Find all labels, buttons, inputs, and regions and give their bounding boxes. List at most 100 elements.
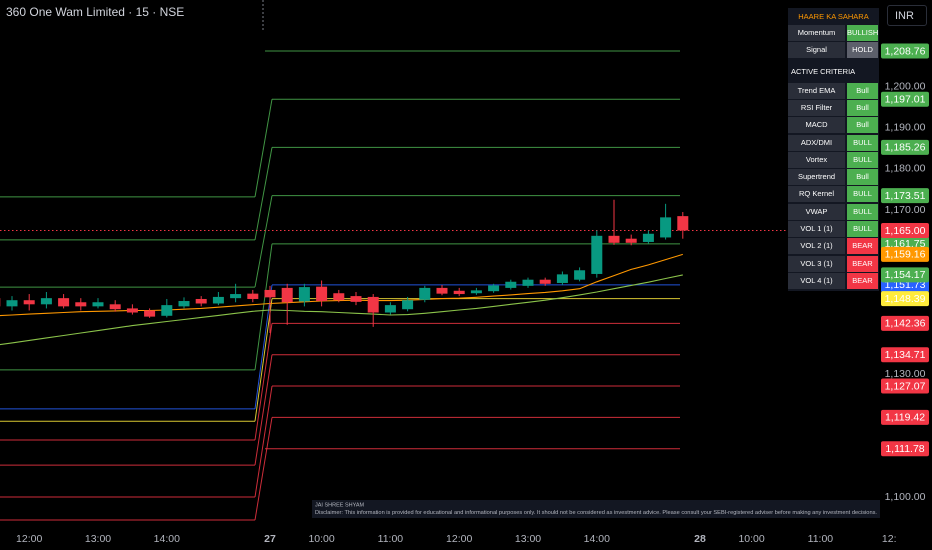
x-tick-label: 10:00: [738, 533, 764, 545]
row-label: Supertrend: [788, 169, 845, 186]
panel-row: MACD Bull: [788, 117, 879, 134]
candle-body: [40, 298, 52, 305]
row-status: HOLD: [847, 42, 878, 59]
x-tick-label: 11:00: [378, 533, 404, 545]
price-label-bg: [881, 409, 929, 425]
panel-row: RQ Kernel BULL: [788, 186, 879, 203]
price-label-bg: [881, 188, 929, 204]
candle-body: [75, 302, 87, 307]
row-label: ADX/DMI: [788, 134, 845, 151]
x-tick-label: 12:00: [446, 533, 472, 545]
price-label-bg: [881, 378, 929, 394]
panel-row: ADX/DMI BULL: [788, 134, 879, 151]
candle-body: [436, 287, 448, 294]
candle-body: [333, 293, 345, 301]
panel-title: HAARE KA SAHARA: [798, 12, 869, 21]
panel-row: VOL 2 (1) BEAR: [788, 238, 879, 255]
y-tick-label: 1,190.00: [885, 122, 926, 134]
row-status: BEAR: [847, 238, 878, 255]
y-tick-label: 1,130.00: [885, 368, 926, 380]
level-step: [254, 417, 273, 521]
row-label: VOL 2 (1): [788, 238, 845, 255]
candle-body: [298, 287, 310, 302]
x-tick-label: 14:00: [584, 533, 610, 545]
candle-body: [247, 293, 259, 299]
criteria-panel: HAARE KA SAHARA Momentum BULLISH Signal HOLD…: [788, 8, 879, 292]
row-label: RQ Kernel: [788, 186, 845, 203]
row-status: BEAR: [847, 255, 878, 272]
y-tick-label: 1,170.00: [885, 204, 926, 216]
row-status: BEAR: [847, 272, 878, 289]
price-label: 1,127.07: [885, 380, 926, 392]
level-step: [254, 99, 273, 197]
price-label: 1,208.76: [885, 45, 926, 57]
candle-body: [642, 233, 654, 242]
panel-row: Vortex BULL: [788, 151, 879, 168]
candle-body: [58, 298, 70, 307]
candle-body: [419, 287, 431, 300]
row-label: VOL 4 (1): [788, 272, 845, 289]
x-tick-label: 12:00: [16, 533, 42, 545]
candle-body: [539, 279, 551, 284]
candle-body: [316, 286, 328, 302]
candle-body: [109, 304, 121, 310]
price-label-bg: [881, 291, 929, 307]
row-label: MACD: [788, 117, 845, 134]
price-label: 1,159.16: [885, 249, 926, 261]
price-label: 1,148.39: [885, 293, 926, 305]
level-step: [254, 195, 273, 288]
row-label: Momentum: [788, 25, 845, 41]
currency-button[interactable]: INR: [887, 5, 927, 26]
row-status: BULL: [847, 186, 878, 203]
price-label-bg: [881, 222, 929, 238]
row-label: VOL 3 (1): [788, 255, 845, 272]
candle-body: [574, 270, 586, 280]
level-step: [254, 243, 273, 370]
candle-body: [6, 300, 18, 307]
candle-body: [677, 216, 689, 231]
candle-body: [625, 238, 637, 243]
x-tick-label: 13:00: [515, 533, 541, 545]
level-step: [254, 147, 273, 241]
row-label: RSI Filter: [788, 99, 845, 116]
row-status: Bull: [847, 117, 878, 134]
row-status: BULL: [847, 221, 878, 237]
row-status: Bull: [847, 82, 878, 99]
y-tick-label: 1,100.00: [885, 491, 926, 503]
price-label-bg: [881, 91, 929, 107]
row-status: BULL: [847, 203, 878, 220]
candle-body: [591, 235, 603, 274]
price-label-bg: [881, 441, 929, 457]
panel-row: Trend EMA Bull: [788, 82, 879, 99]
candle-body: [350, 296, 362, 302]
candle-body: [281, 287, 293, 303]
price-label: 1,173.51: [885, 190, 926, 202]
candle-body: [488, 285, 500, 292]
candle-body: [178, 301, 190, 307]
row-status: Bull: [847, 99, 878, 116]
x-tick-label: 28: [694, 533, 706, 545]
candle-body: [367, 296, 379, 313]
level-step: [254, 354, 273, 466]
candle-body: [161, 305, 173, 316]
candle-body: [230, 294, 242, 299]
panel-row: VOL 3 (1) BEAR: [788, 255, 879, 272]
price-label: 1,134.71: [885, 349, 926, 361]
price-label: 1,154.17: [885, 269, 926, 281]
candle-body: [195, 298, 207, 304]
price-label-bg: [881, 315, 929, 331]
price-label: 1,119.42: [885, 412, 925, 424]
x-tick-label: 10:00: [308, 533, 334, 545]
candle-body: [660, 217, 672, 238]
level-step: [254, 323, 273, 441]
footer-box: [312, 500, 880, 518]
panel-row: Signal HOLD: [788, 42, 879, 59]
row-label: Signal: [788, 42, 845, 59]
x-tick-label: 11:00: [808, 533, 834, 545]
candle-body: [556, 274, 568, 283]
level-step: [254, 298, 273, 422]
candle-body: [453, 290, 465, 295]
panel-row: VOL 1 (1) BULL: [788, 221, 879, 237]
candle-body: [144, 310, 156, 317]
